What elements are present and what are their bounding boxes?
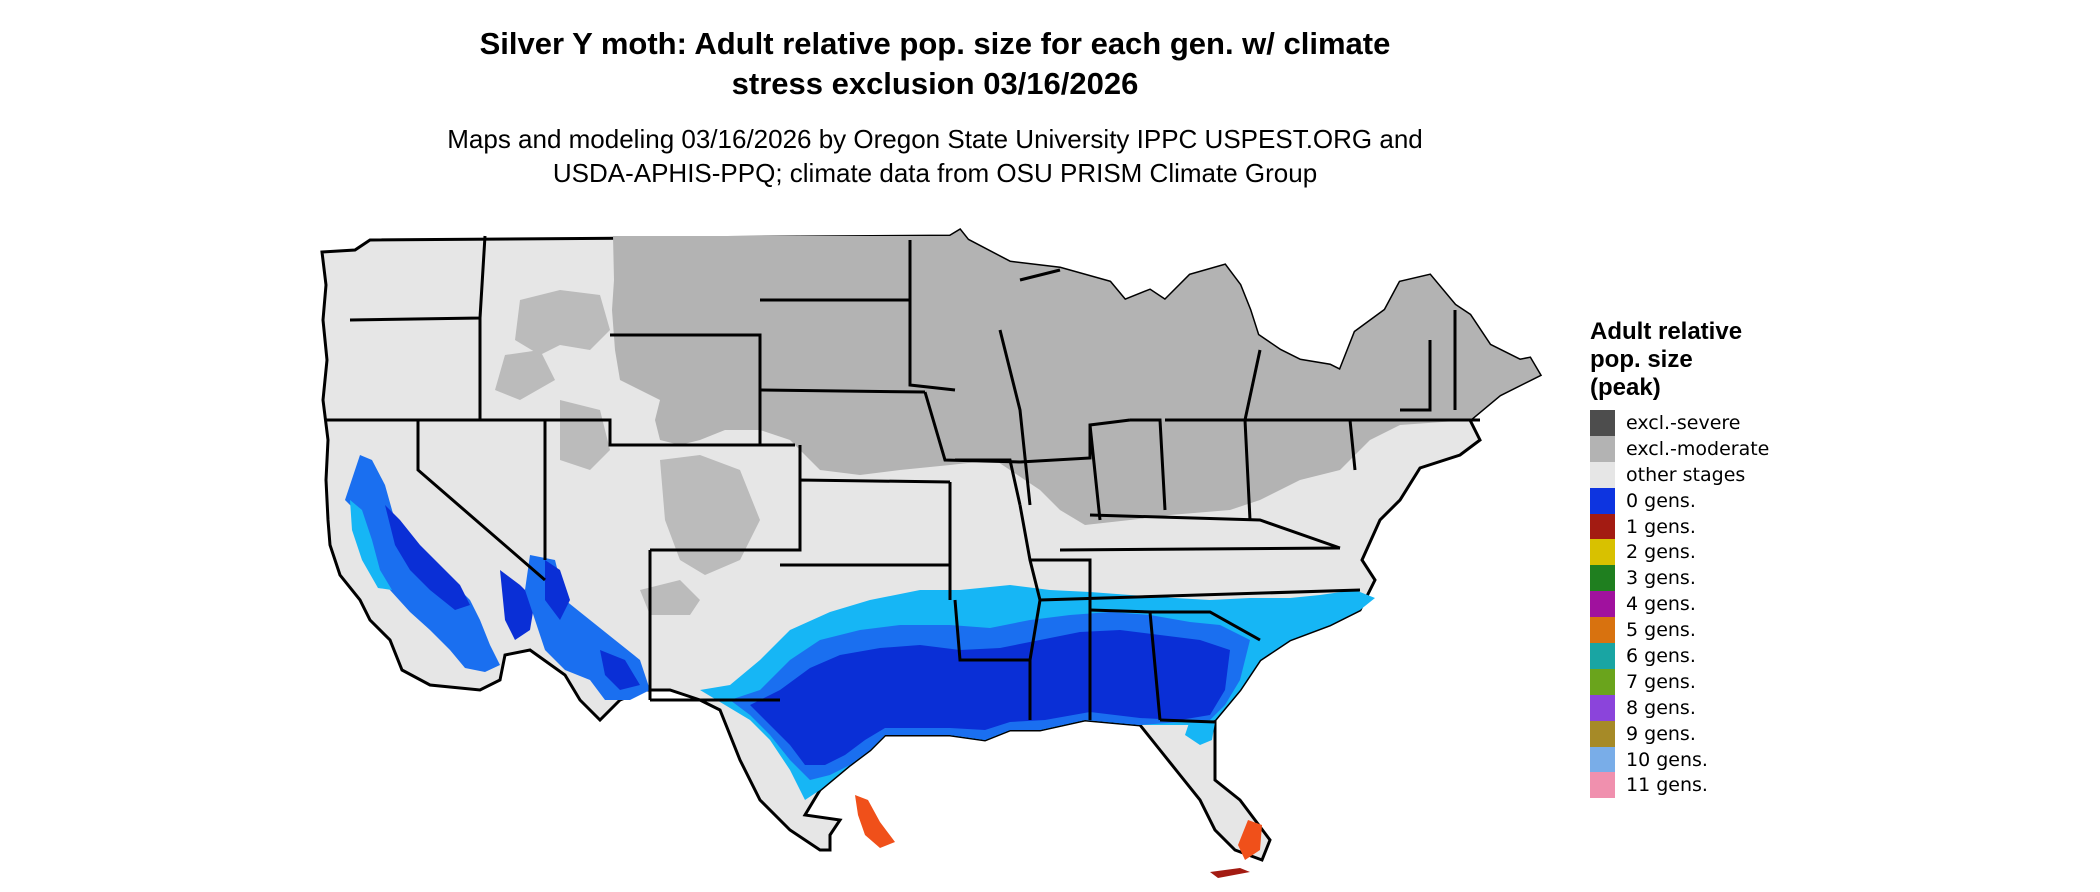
legend-swatch <box>1590 513 1615 540</box>
legend-item: 2 gens. <box>1590 539 1769 566</box>
legend-item: excl.-moderate <box>1590 435 1770 462</box>
legend-item: 0 gens. <box>1590 487 1769 514</box>
legend-label: 9 gens. <box>1626 722 1696 745</box>
hot-spot-florida <box>1238 820 1262 860</box>
legend-swatch <box>1590 539 1615 566</box>
legend-label: 11 gens. <box>1626 774 1708 797</box>
legend-label: 7 gens. <box>1626 670 1696 693</box>
legend-title-line-1: Adult relative <box>1590 318 1743 345</box>
legend-swatch <box>1590 694 1615 721</box>
legend-item: excl.-severe <box>1590 410 1769 436</box>
legend-label: 8 gens. <box>1626 696 1696 719</box>
legend-label: 2 gens. <box>1626 541 1696 564</box>
legend-swatch <box>1590 487 1615 514</box>
legend-label: 4 gens. <box>1626 593 1696 616</box>
legend-item: 5 gens. <box>1590 617 1769 644</box>
pop-california-dark <box>385 505 535 640</box>
legend-label: 10 gens. <box>1626 748 1708 771</box>
legend-swatch <box>1590 435 1615 462</box>
legend-swatch <box>1590 720 1615 747</box>
map-legend: Adult relative pop. size (peak) excl.-se… <box>1590 318 1770 799</box>
legend-swatch <box>1590 772 1615 799</box>
legend-title-line-2: pop. size <box>1590 346 1693 373</box>
legend-item: 9 gens. <box>1590 720 1769 747</box>
map-title: Silver Y moth: Adult relative pop. size … <box>0 24 1870 104</box>
legend-item: 3 gens. <box>1590 565 1769 592</box>
legend-label: 0 gens. <box>1626 489 1696 512</box>
pop-florida <box>1185 720 1215 745</box>
legend-swatch <box>1590 565 1615 592</box>
hot-spot-keys <box>1210 868 1250 878</box>
legend-title-line-3: (peak) <box>1590 374 1661 401</box>
title-line-2: stress exclusion 03/16/2026 <box>731 66 1139 101</box>
legend-items: excl.-severe excl.-moderate other stages 0 … <box>1590 410 1770 799</box>
legend-swatch <box>1590 617 1615 644</box>
title-line-1: Silver Y moth: Adult relative pop. size … <box>479 26 1391 61</box>
subtitle-line-1: Maps and modeling 03/16/2026 by Oregon S… <box>447 124 1423 154</box>
legend-label: excl.-moderate <box>1626 437 1770 460</box>
us-map <box>320 228 1543 878</box>
legend-swatch <box>1590 461 1615 488</box>
legend-item: 1 gens. <box>1590 513 1769 540</box>
legend-item: other stages <box>1590 461 1769 488</box>
legend-item: 11 gens. <box>1590 772 1769 799</box>
legend-swatch <box>1590 746 1615 773</box>
pop-california-light <box>350 500 392 590</box>
legend-label: 6 gens. <box>1626 644 1696 667</box>
legend-item: 6 gens. <box>1590 643 1769 669</box>
legend-label: 5 gens. <box>1626 619 1696 642</box>
legend-item: 10 gens. <box>1590 746 1769 773</box>
hot-spot-texas <box>855 795 895 848</box>
legend-label: 3 gens. <box>1626 567 1696 590</box>
legend-label: excl.-severe <box>1626 411 1741 434</box>
legend-item: 8 gens. <box>1590 694 1769 721</box>
legend-swatch <box>1590 643 1615 669</box>
legend-swatch <box>1590 668 1615 695</box>
legend-item: 7 gens. <box>1590 668 1769 695</box>
excl-moderate-rockies <box>495 290 760 615</box>
pop-arizona-dark <box>545 560 640 690</box>
state-borders <box>326 235 1480 724</box>
map-subtitle: Maps and modeling 03/16/2026 by Oregon S… <box>0 122 1870 190</box>
legend-item: 4 gens. <box>1590 591 1769 618</box>
excl-moderate-north <box>612 230 1540 525</box>
pop-south-dark <box>750 630 1230 765</box>
legend-label: other stages <box>1626 463 1746 486</box>
legend-title: Adult relative pop. size (peak) <box>1590 318 1769 402</box>
legend-swatch <box>1590 591 1615 618</box>
legend-swatch <box>1590 410 1615 436</box>
legend-label: 1 gens. <box>1626 515 1696 538</box>
subtitle-line-2: USDA-APHIS-PPQ; climate data from OSU PR… <box>552 158 1318 188</box>
